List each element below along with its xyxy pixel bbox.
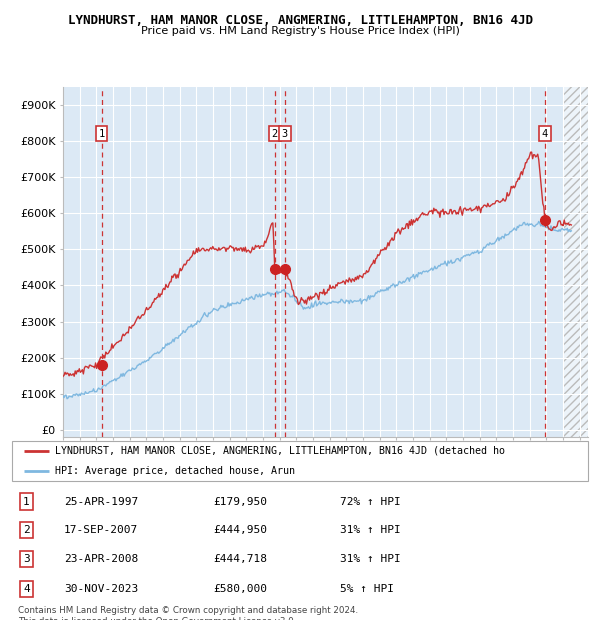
Text: £179,950: £179,950	[214, 497, 268, 507]
FancyBboxPatch shape	[12, 441, 588, 481]
Text: 23-APR-2008: 23-APR-2008	[64, 554, 138, 564]
Text: 72% ↑ HPI: 72% ↑ HPI	[340, 497, 401, 507]
Text: Contains HM Land Registry data © Crown copyright and database right 2024.
This d: Contains HM Land Registry data © Crown c…	[18, 606, 358, 620]
Text: 4: 4	[23, 584, 30, 594]
Text: 31% ↑ HPI: 31% ↑ HPI	[340, 554, 401, 564]
Text: 3: 3	[23, 554, 30, 564]
Text: 5% ↑ HPI: 5% ↑ HPI	[340, 584, 394, 594]
Text: £444,950: £444,950	[214, 525, 268, 535]
Bar	[563, 87, 588, 437]
Text: 3: 3	[282, 129, 288, 139]
Text: £444,718: £444,718	[214, 554, 268, 564]
Text: 1: 1	[98, 129, 105, 139]
Text: 30-NOV-2023: 30-NOV-2023	[64, 584, 138, 594]
Text: 1: 1	[23, 497, 30, 507]
Bar	[563, 87, 588, 437]
Text: LYNDHURST, HAM MANOR CLOSE, ANGMERING, LITTLEHAMPTON, BN16 4JD: LYNDHURST, HAM MANOR CLOSE, ANGMERING, L…	[67, 14, 533, 27]
Text: 4: 4	[542, 129, 548, 139]
Text: 31% ↑ HPI: 31% ↑ HPI	[340, 525, 401, 535]
Text: 2: 2	[272, 129, 278, 139]
Text: HPI: Average price, detached house, Arun: HPI: Average price, detached house, Arun	[55, 466, 295, 476]
Text: 17-SEP-2007: 17-SEP-2007	[64, 525, 138, 535]
Text: Price paid vs. HM Land Registry's House Price Index (HPI): Price paid vs. HM Land Registry's House …	[140, 26, 460, 36]
Text: 25-APR-1997: 25-APR-1997	[64, 497, 138, 507]
Text: LYNDHURST, HAM MANOR CLOSE, ANGMERING, LITTLEHAMPTON, BN16 4JD (detached ho: LYNDHURST, HAM MANOR CLOSE, ANGMERING, L…	[55, 446, 505, 456]
Text: £580,000: £580,000	[214, 584, 268, 594]
Text: 2: 2	[23, 525, 30, 535]
